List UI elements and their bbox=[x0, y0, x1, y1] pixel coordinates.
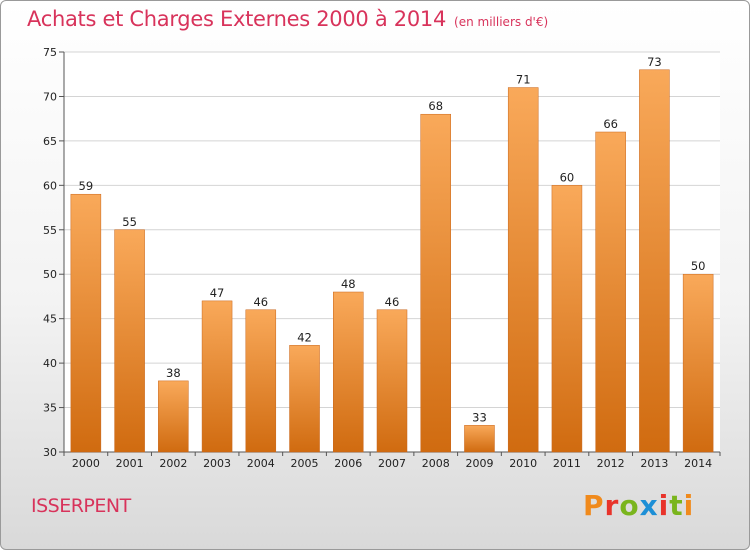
y-tick-label: 60 bbox=[43, 179, 57, 192]
bar-value-label: 60 bbox=[560, 170, 575, 184]
bar bbox=[507, 87, 539, 453]
y-tick-label: 35 bbox=[43, 402, 57, 415]
bar-value-label: 68 bbox=[428, 99, 443, 113]
bar bbox=[114, 229, 145, 453]
bar bbox=[595, 131, 626, 453]
bar bbox=[201, 300, 233, 453]
x-tick-label: 2001 bbox=[116, 457, 144, 470]
bar bbox=[376, 309, 408, 453]
bar-value-label: 73 bbox=[647, 55, 662, 69]
logo-letter: P bbox=[583, 489, 605, 522]
x-tick-label: 2011 bbox=[553, 457, 581, 470]
logo-letter: t bbox=[669, 489, 684, 522]
x-tick-label: 2002 bbox=[159, 457, 187, 470]
x-tick-label: 2010 bbox=[509, 457, 537, 470]
logo-letter: x bbox=[639, 489, 659, 522]
x-tick-label: 2004 bbox=[247, 457, 275, 470]
y-tick-label: 75 bbox=[43, 46, 57, 59]
bar bbox=[70, 193, 102, 453]
y-tick-label: 55 bbox=[43, 224, 57, 237]
bar-value-label: 33 bbox=[472, 410, 487, 424]
bar bbox=[420, 113, 451, 453]
y-tick-label: 70 bbox=[43, 90, 57, 103]
bar-value-label: 71 bbox=[516, 73, 531, 87]
x-tick-label: 2007 bbox=[378, 457, 406, 470]
chart-title: Achats et Charges Externes 2000 à 2014 (e… bbox=[27, 7, 548, 31]
bar bbox=[639, 69, 670, 453]
bar bbox=[289, 345, 320, 453]
bar bbox=[333, 291, 364, 453]
y-tick-label: 40 bbox=[43, 357, 57, 370]
bar-value-label: 50 bbox=[691, 259, 706, 273]
proxiti-logo: Proxiti bbox=[583, 489, 694, 522]
bar bbox=[551, 185, 583, 453]
bar bbox=[245, 309, 277, 453]
bar bbox=[464, 425, 495, 453]
x-tick-label: 2008 bbox=[422, 457, 450, 470]
bar-value-label: 46 bbox=[385, 295, 400, 309]
bar-value-label: 38 bbox=[166, 366, 181, 380]
chart-title-text: Achats et Charges Externes 2000 à 2014 bbox=[27, 7, 447, 31]
y-tick-label: 45 bbox=[43, 313, 57, 326]
y-tick-label: 65 bbox=[43, 135, 57, 148]
bar-value-label: 66 bbox=[603, 117, 618, 131]
bar-value-label: 46 bbox=[253, 295, 268, 309]
y-tick-label: 30 bbox=[43, 446, 57, 459]
x-tick-label: 2012 bbox=[597, 457, 625, 470]
logo-letter: i bbox=[658, 489, 670, 522]
y-tick-label: 50 bbox=[43, 268, 57, 281]
x-tick-label: 2009 bbox=[465, 457, 493, 470]
x-tick-label: 2005 bbox=[291, 457, 319, 470]
logo-letter: r bbox=[604, 489, 620, 522]
bar-value-label: 59 bbox=[79, 179, 94, 193]
x-tick-label: 2014 bbox=[684, 457, 712, 470]
bar bbox=[158, 380, 189, 453]
commune-name: ISSERPENT bbox=[31, 495, 131, 517]
chart-subtitle: (en milliers d'€) bbox=[454, 15, 549, 29]
x-tick-label: 2006 bbox=[334, 457, 362, 470]
logo-letter: i bbox=[683, 489, 695, 522]
bar-value-label: 47 bbox=[210, 286, 225, 300]
bar-value-label: 55 bbox=[122, 215, 137, 229]
bar bbox=[682, 273, 714, 453]
bar-value-label: 42 bbox=[297, 330, 312, 344]
x-tick-label: 2013 bbox=[640, 457, 668, 470]
x-tick-label: 2000 bbox=[72, 457, 100, 470]
logo-letter: o bbox=[619, 489, 640, 522]
x-tick-label: 2003 bbox=[203, 457, 231, 470]
bar-value-label: 48 bbox=[341, 277, 356, 291]
